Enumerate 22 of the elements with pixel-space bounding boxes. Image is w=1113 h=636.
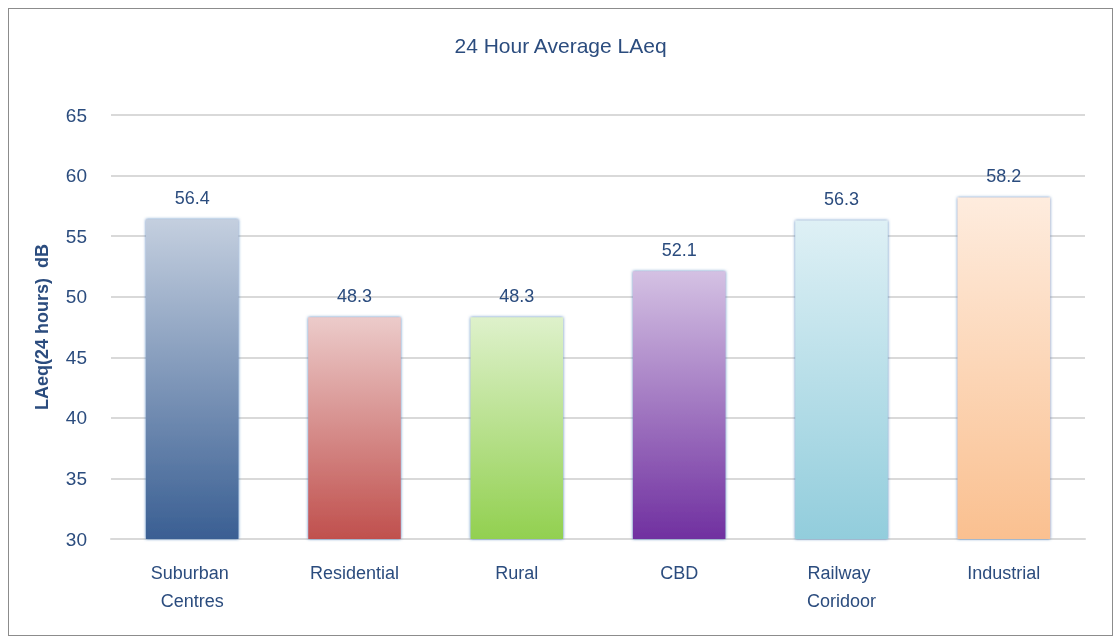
data-label: 52.1 [661,240,697,261]
data-label: 48.3 [499,286,535,307]
y-tick-label: 40 [65,407,87,429]
x-tick-label: Industrial [967,563,1041,583]
y-tick-label: 50 [65,286,87,308]
y-axis-title: LAeq(24 hours) dB [32,243,52,411]
data-label: 56.3 [823,189,860,210]
x-tick-label: Railway Coridoor [806,563,877,611]
data-label: 58.2 [986,166,1022,187]
x-tick-label: Suburban Centres [150,563,234,611]
y-tick-label: 45 [65,346,87,368]
data-label: 56.4 [174,188,210,209]
data-label: 48.3 [336,286,373,307]
y-tick-label: 65 [65,104,87,126]
y-tick-label: 30 [65,528,87,550]
y-tick-label: 60 [65,165,87,187]
x-tick-label: Residential [309,563,400,583]
chart-title: 24 Hour Average LAeq [454,34,667,57]
x-tick-label: CBD [660,563,699,583]
x-tick-label: Rural [495,563,539,583]
y-tick-label: 55 [65,225,87,247]
y-tick-label: 35 [65,467,87,489]
